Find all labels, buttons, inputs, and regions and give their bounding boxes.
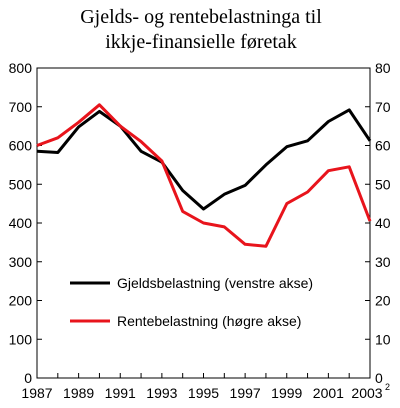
legend: Gjeldsbelastning (venstre akse) Rentebel… (70, 275, 313, 329)
series-line-rentebelastning (36, 103, 372, 248)
x-tick-footnote-marker: 2 (385, 382, 390, 392)
right-tick-label: 40 (375, 215, 391, 231)
legend-label-rentebelastning: Rentebelastning (høgre akse) (117, 313, 301, 329)
left-tick-label: 600 (9, 138, 33, 154)
x-tick-label: 1995 (188, 385, 219, 401)
x-tick-label: 1987 (21, 385, 52, 401)
series-line-gjeldsbelastning (36, 108, 372, 211)
left-tick-label: 700 (9, 99, 33, 115)
left-tick-label: 400 (9, 215, 33, 231)
x-tick-label: 1997 (230, 385, 261, 401)
left-tick-label: 0 (24, 370, 32, 386)
x-axis: 1987 1989 1991 1993 1995 1997 1999 2001 2003 2 (21, 373, 390, 401)
x-tick-label: 2003 (351, 385, 382, 401)
left-tick-label: 200 (9, 293, 33, 309)
right-tick-label: 80 (375, 60, 391, 76)
left-tick-label: 300 (9, 254, 33, 270)
x-tick-label: 1993 (146, 385, 177, 401)
x-tick-label: 1989 (63, 385, 94, 401)
series-lines (36, 103, 372, 248)
right-tick-label: 60 (375, 138, 391, 154)
right-tick-label: 10 (375, 331, 391, 347)
x-tick-label: 1991 (105, 385, 136, 401)
left-axis: 0 100 200 300 400 500 600 700 800 (9, 60, 42, 386)
chart-title-line-1: Gjelds- og rentebelastninga til (80, 6, 322, 28)
right-tick-label: 0 (375, 370, 383, 386)
right-tick-label: 30 (375, 254, 391, 270)
chart-title-line-2: ikkje-finansielle føretak (105, 31, 297, 53)
left-tick-label: 100 (9, 331, 33, 347)
right-axis: 0 10 20 30 40 50 60 70 80 (365, 60, 391, 386)
x-tick-label: 2001 (313, 385, 344, 401)
right-tick-label: 20 (375, 293, 391, 309)
legend-label-gjeldsbelastning: Gjeldsbelastning (venstre akse) (117, 275, 313, 291)
right-tick-label: 50 (375, 176, 391, 192)
left-tick-label: 500 (9, 176, 33, 192)
left-tick-label: 800 (9, 60, 33, 76)
x-tick-label: 1999 (271, 385, 302, 401)
right-tick-label: 70 (375, 99, 391, 115)
